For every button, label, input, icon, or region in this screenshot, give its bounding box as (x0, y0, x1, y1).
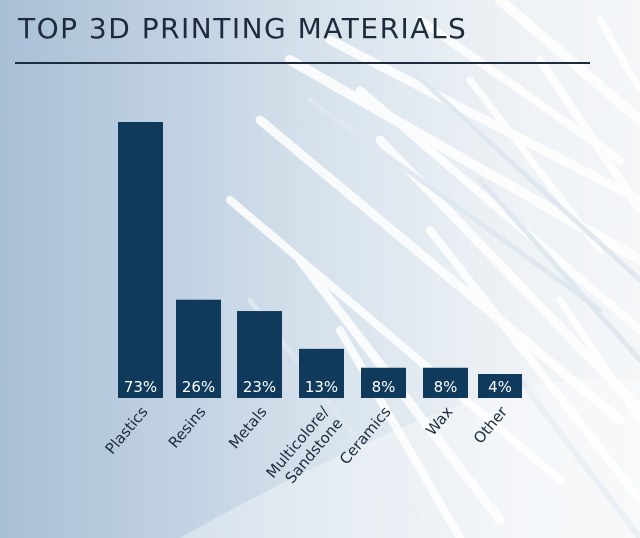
category-label-3: Metals (225, 403, 271, 452)
bar-value-label-7: 4% (488, 378, 512, 396)
category-label-2: Resins (165, 403, 210, 452)
category-label-4: Multicolore/Sandstone (262, 402, 346, 493)
bar-1 (118, 122, 163, 398)
bar-6 (423, 367, 468, 398)
bar-4 (299, 348, 344, 398)
bar-value-label-3: 23% (243, 378, 276, 396)
title-divider (15, 62, 590, 64)
bar-7 (478, 374, 522, 398)
bar-3 (237, 311, 282, 398)
bar-5 (361, 367, 406, 398)
bar-value-label-4: 13% (305, 378, 338, 396)
bar-value-label-6: 8% (434, 378, 458, 396)
bar-value-label-1: 73% (124, 378, 157, 396)
category-label-6: Wax (422, 403, 456, 439)
bar-value-label-2: 26% (182, 378, 215, 396)
bar-value-label-5: 8% (372, 378, 396, 396)
category-label-5: Ceramics (336, 403, 395, 468)
page-title: TOP 3D PRINTING MATERIALS (18, 12, 468, 45)
category-label-1: Plastics (102, 403, 152, 458)
category-label-7: Other (470, 402, 512, 447)
bar-2 (176, 299, 221, 398)
